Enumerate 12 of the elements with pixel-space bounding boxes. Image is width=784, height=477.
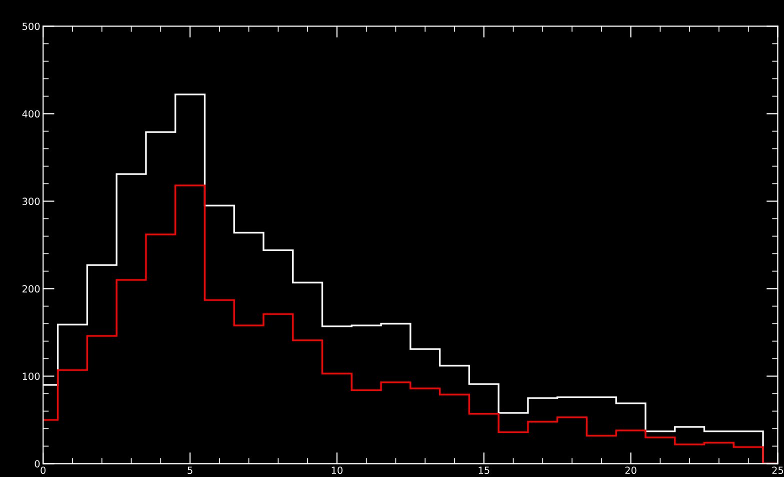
y-tick-label: 100 <box>22 372 40 380</box>
y-tick-label: 400 <box>22 110 40 118</box>
x-tick-label: 15 <box>478 466 490 474</box>
y-tick-label: 300 <box>22 198 40 206</box>
y-tick-label: 200 <box>22 285 40 293</box>
x-tick-label: 20 <box>625 466 636 474</box>
x-tick-label: 5 <box>188 466 192 474</box>
x-tick-label: 25 <box>772 466 784 474</box>
y-tick-label: 0 <box>34 460 40 468</box>
y-tick-label: 500 <box>22 22 40 30</box>
x-tick-label: 0 <box>40 466 46 474</box>
x-tick-label: 10 <box>332 466 343 474</box>
